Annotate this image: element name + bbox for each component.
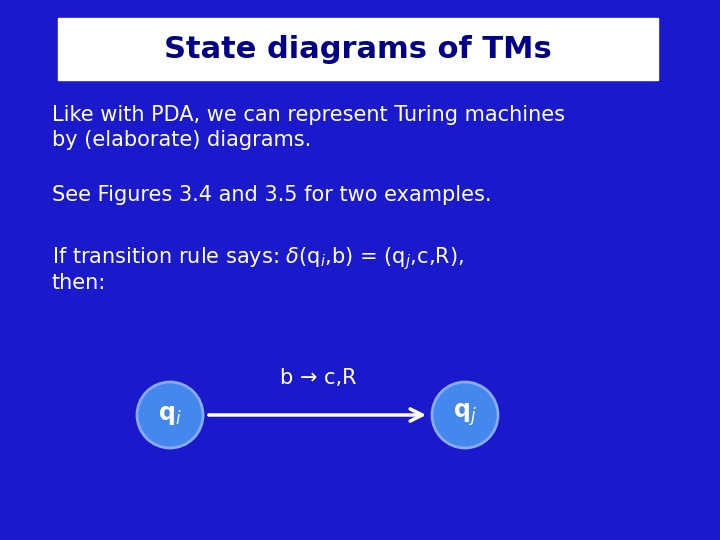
Text: by (elaborate) diagrams.: by (elaborate) diagrams. — [52, 130, 311, 150]
Circle shape — [137, 382, 203, 448]
FancyBboxPatch shape — [58, 18, 658, 80]
Text: then:: then: — [52, 273, 107, 293]
Text: q$_i$: q$_i$ — [158, 403, 182, 427]
Text: Like with PDA, we can represent Turing machines: Like with PDA, we can represent Turing m… — [52, 105, 565, 125]
Text: If transition rule says: $\delta$(q$_i$,b) = (q$_j$,c,R),: If transition rule says: $\delta$(q$_i$,… — [52, 245, 464, 272]
Text: b → c,R: b → c,R — [280, 368, 356, 388]
Text: See Figures 3.4 and 3.5 for two examples.: See Figures 3.4 and 3.5 for two examples… — [52, 185, 492, 205]
Circle shape — [432, 382, 498, 448]
Text: q$_j$: q$_j$ — [453, 402, 477, 428]
Text: State diagrams of TMs: State diagrams of TMs — [164, 35, 552, 64]
